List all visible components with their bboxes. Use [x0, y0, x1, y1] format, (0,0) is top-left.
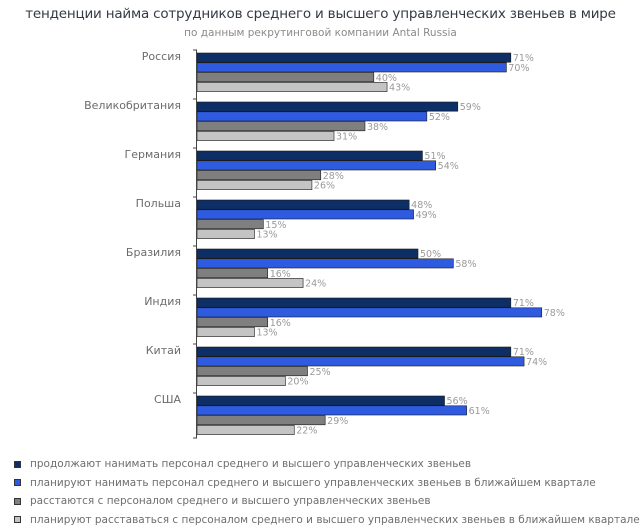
bar-сша-series-3 [196, 415, 326, 426]
value-label: 31% [336, 132, 357, 143]
bar-великобритания-series-1 [196, 101, 459, 112]
bar-великобритания-series-4 [196, 131, 335, 141]
bar-бразилия-series-2 [196, 258, 454, 269]
value-label: 20% [287, 377, 308, 388]
value-label: 58% [455, 259, 476, 270]
value-label: 25% [310, 367, 331, 378]
value-label: 13% [256, 328, 277, 339]
value-label: 61% [469, 406, 490, 417]
bar-сша-series-4 [196, 425, 295, 435]
bar-великобритания-series-3 [196, 121, 366, 132]
value-label: 50% [420, 249, 441, 260]
bar-германия-series-4 [196, 180, 313, 190]
category-label: Индия [144, 295, 181, 308]
category-axis [193, 49, 197, 439]
category-label: Китай [146, 344, 181, 357]
bar-польша-series-4 [196, 229, 255, 239]
value-label: 24% [305, 279, 326, 290]
bar-польша-series-3 [196, 219, 264, 230]
value-label: 26% [314, 181, 335, 192]
bar-великобритания-series-2 [196, 111, 428, 122]
bar-россия-series-1 [196, 52, 512, 63]
legend-label: расстаются с персоналом среднего и высше… [30, 495, 431, 508]
value-label: 59% [460, 102, 481, 113]
bar-польша-series-2 [196, 209, 414, 220]
legend-swatch [14, 479, 21, 487]
value-label: 40% [376, 73, 397, 84]
category-label: США [154, 393, 181, 406]
bar-германия-series-2 [196, 160, 436, 171]
bar-индия-series-4 [196, 327, 255, 337]
chart-subtitle: по данным рекрутинговой компании Antal R… [184, 27, 457, 39]
legend-item: расстаются с персоналом среднего и высше… [14, 492, 640, 511]
value-label: 56% [447, 396, 468, 407]
bar-индия-series-2 [196, 307, 543, 318]
value-label: 51% [424, 151, 445, 162]
value-label: 70% [508, 63, 529, 74]
value-label: 13% [256, 230, 277, 241]
value-label: 48% [411, 200, 432, 211]
legend-item: планируют нанимать персонал среднего и в… [14, 474, 640, 493]
bar-chart: Россия Великобритания Германия Польша Бразил… [84, 49, 565, 439]
category-label: Бразилия [126, 246, 181, 259]
value-label: 29% [327, 416, 348, 427]
bar-германия-series-3 [196, 170, 322, 181]
legend-item: планируют расставаться с персоналом сред… [14, 511, 640, 530]
value-label: 54% [438, 161, 459, 172]
bar-индия-series-1 [196, 297, 512, 308]
bar-сша-series-2 [196, 405, 467, 416]
category-label: Германия [125, 148, 181, 161]
value-label: 71% [513, 347, 534, 358]
bar-сша-series-1 [196, 395, 445, 406]
bar-китай-series-4 [196, 376, 286, 386]
value-label: 28% [323, 171, 344, 182]
value-labels: 71%70%40%43%59%52%38%31%51%54%28%26%48%4… [256, 53, 564, 436]
category-label: Польша [136, 197, 181, 210]
bar-польша-series-1 [196, 199, 410, 210]
legend-swatch [14, 460, 21, 468]
value-label: 74% [526, 357, 547, 368]
value-label: 43% [389, 83, 410, 94]
bar-китай-series-3 [196, 366, 308, 377]
bars-layer [196, 52, 543, 435]
bar-россия-series-4 [196, 82, 388, 92]
value-label: 38% [367, 122, 388, 133]
legend-swatch [14, 497, 21, 505]
legend-label: планируют расставаться с персоналом сред… [30, 513, 640, 526]
bar-китай-series-2 [196, 356, 525, 367]
value-label: 15% [265, 220, 286, 231]
category-label: Великобритания [84, 99, 181, 112]
bar-германия-series-1 [196, 150, 423, 161]
value-label: 71% [513, 298, 534, 309]
legend: продолжают нанимать персонал среднего и … [14, 455, 640, 529]
value-label: 22% [296, 426, 317, 437]
legend-item: продолжают нанимать персонал среднего и … [14, 455, 640, 474]
value-label: 78% [544, 308, 565, 319]
bar-россия-series-3 [196, 72, 375, 83]
bar-индия-series-3 [196, 317, 269, 328]
value-label: 16% [270, 269, 291, 280]
legend-label: планируют нанимать персонал среднего и в… [30, 476, 596, 489]
value-label: 49% [416, 210, 437, 221]
value-label: 52% [429, 112, 450, 123]
legend-swatch [14, 516, 21, 524]
legend-label: продолжают нанимать персонал среднего и … [30, 458, 472, 471]
value-label: 71% [513, 53, 534, 64]
category-label: Россия [142, 50, 181, 63]
bar-бразилия-series-3 [196, 268, 269, 279]
chart-title: тенденции найма сотрудников среднего и в… [25, 6, 616, 22]
bar-россия-series-2 [196, 62, 507, 73]
bar-бразилия-series-1 [196, 248, 419, 259]
value-label: 16% [270, 318, 291, 329]
category-labels: Россия Великобритания Германия Польша Бразил… [84, 50, 181, 406]
bar-китай-series-1 [196, 346, 512, 357]
